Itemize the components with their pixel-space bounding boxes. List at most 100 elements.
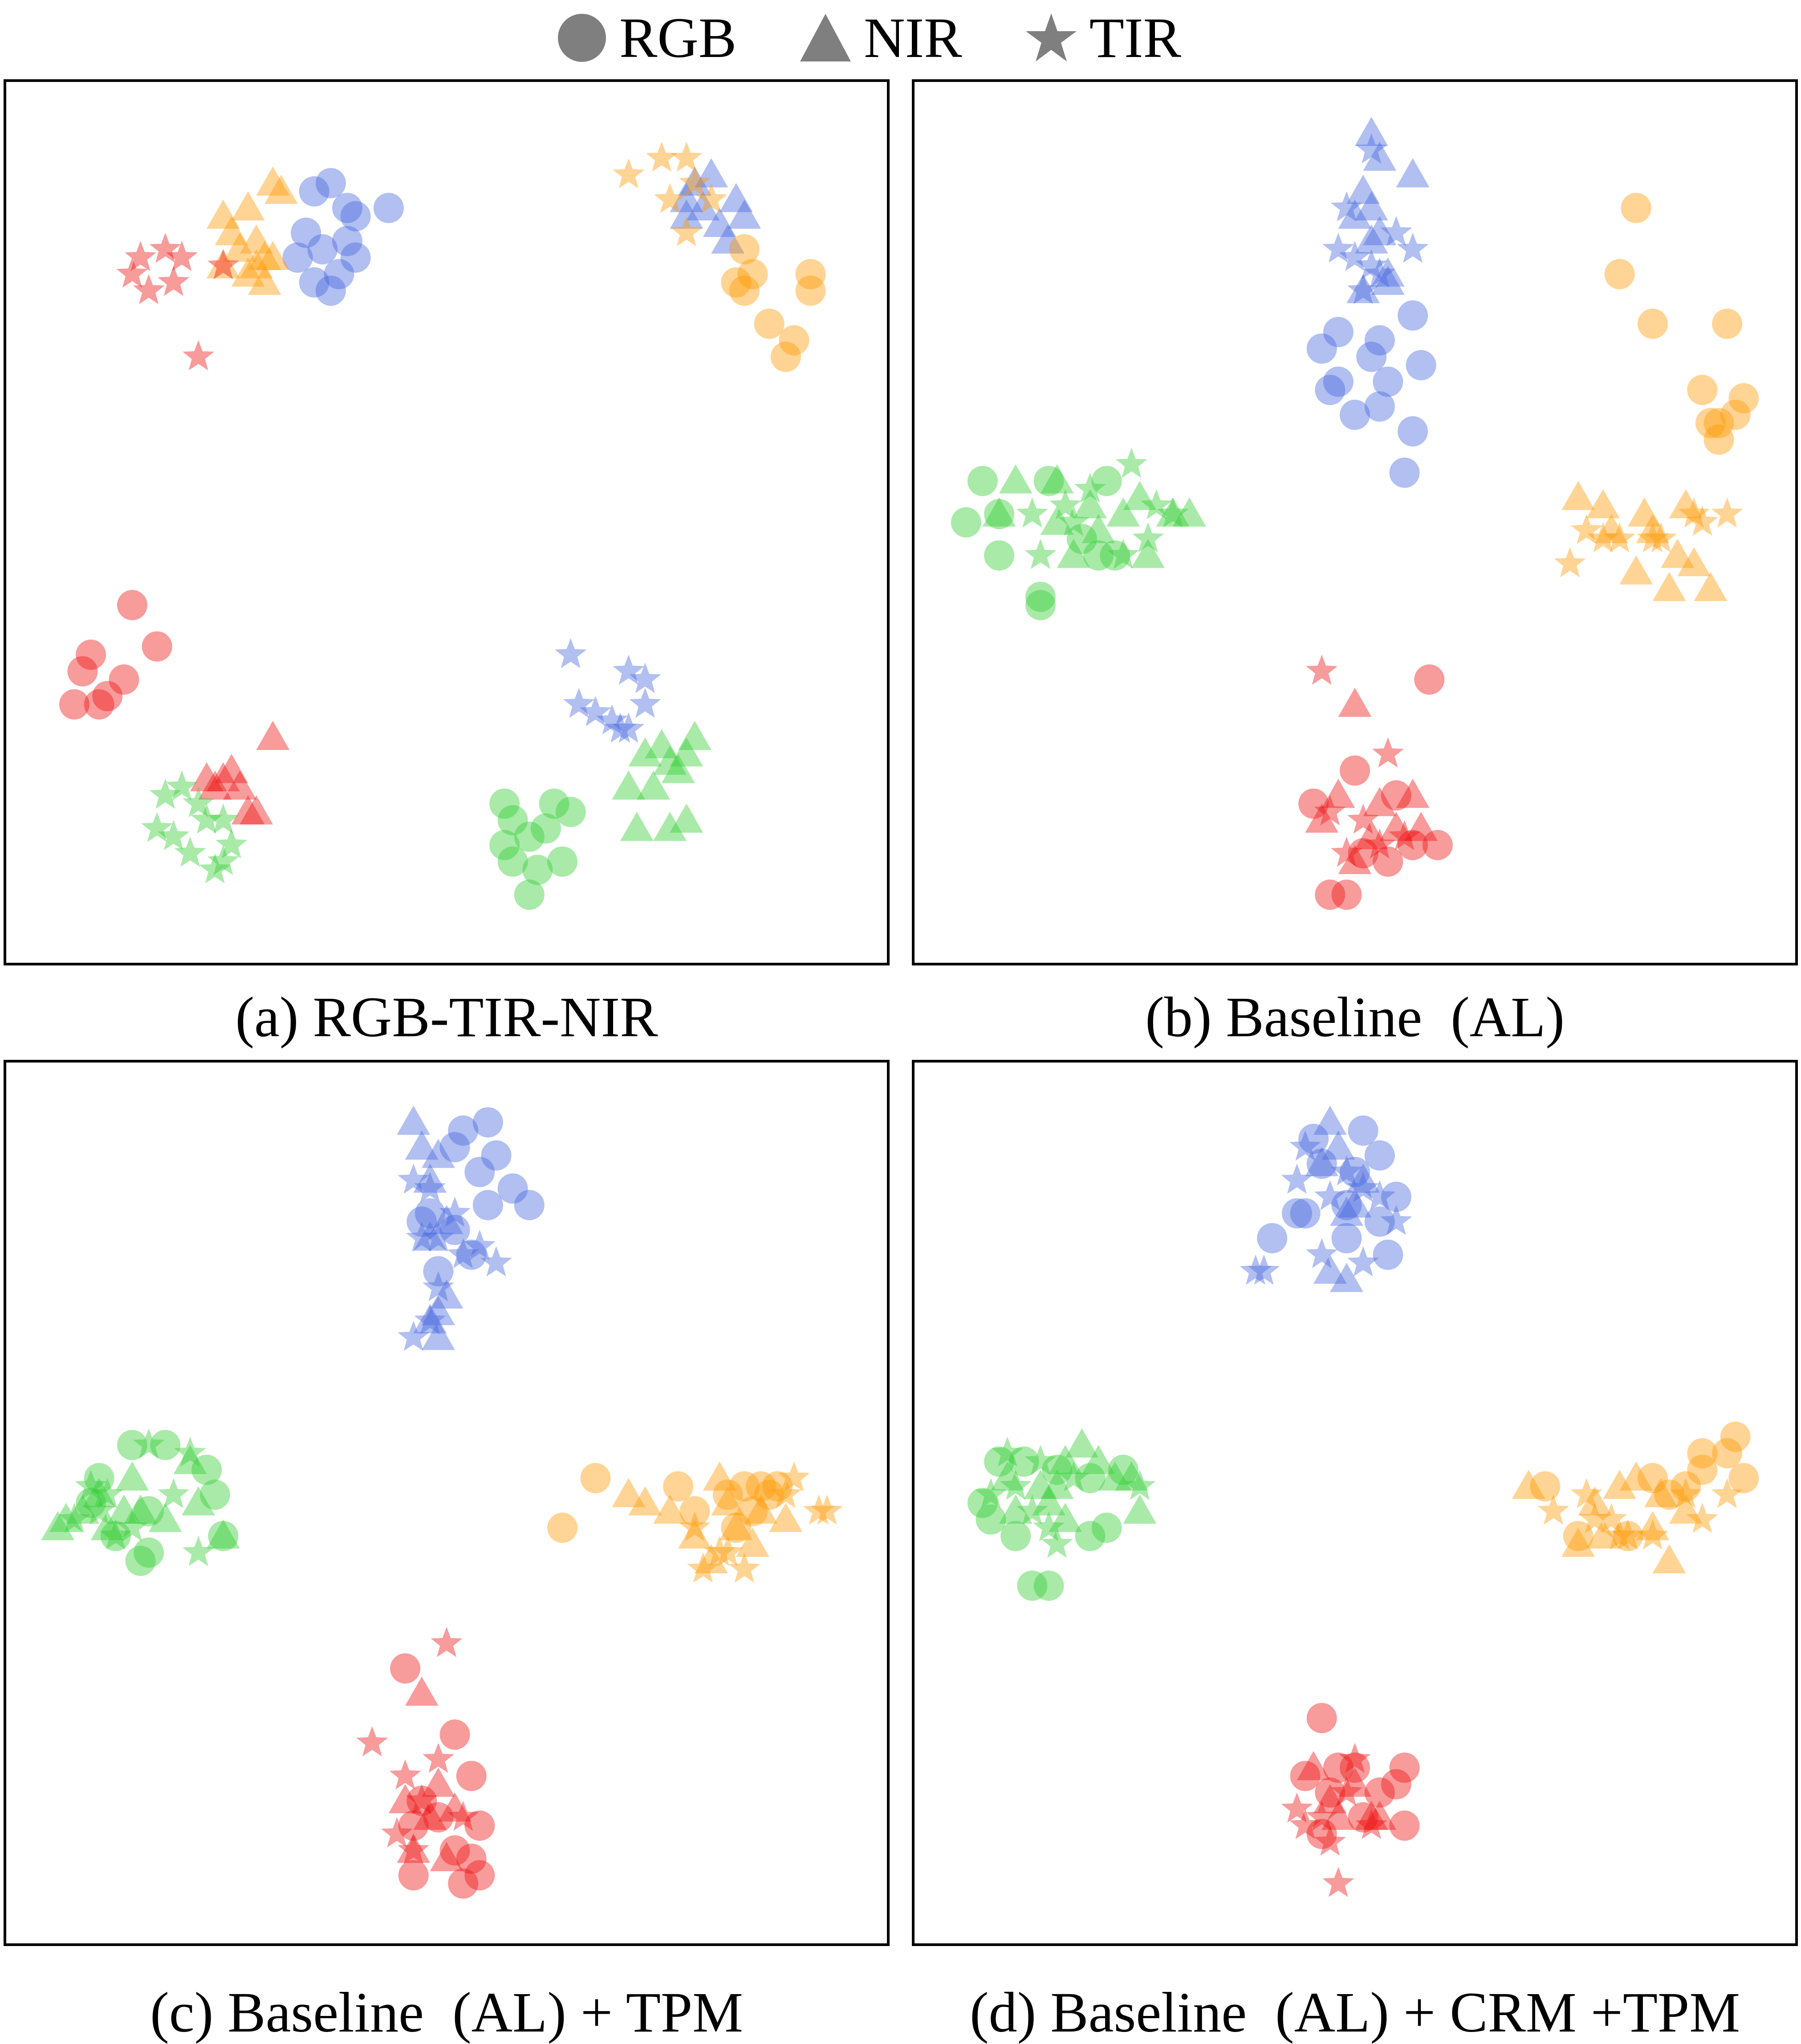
data-point-star-c1 bbox=[1711, 1478, 1743, 1508]
data-point-star-c2 bbox=[1364, 828, 1396, 859]
data-point-star-c2 bbox=[381, 1817, 413, 1848]
data-point-triangle-c1 bbox=[1669, 1494, 1703, 1524]
data-point-star-c1 bbox=[1612, 1519, 1644, 1550]
data-point-circle-c2 bbox=[1389, 1810, 1420, 1841]
data-point-circle-c1 bbox=[737, 259, 768, 289]
data-point-circle-c0 bbox=[1389, 457, 1420, 488]
data-point-star-c0 bbox=[613, 655, 645, 685]
data-point-circle-c1 bbox=[1720, 399, 1751, 430]
data-point-triangle-c3 bbox=[1156, 497, 1190, 527]
data-point-triangle-c0 bbox=[678, 166, 711, 196]
data-point-triangle-c3 bbox=[1024, 1470, 1057, 1499]
data-point-circle-c2 bbox=[398, 1810, 429, 1841]
data-point-triangle-c0 bbox=[405, 1130, 439, 1160]
data-point-circle-c1 bbox=[1613, 1521, 1643, 1551]
data-point-circle-c0 bbox=[1364, 391, 1395, 422]
data-point-star-c0 bbox=[447, 1238, 479, 1268]
data-point-triangle-c0 bbox=[413, 1304, 447, 1334]
data-point-circle-c0 bbox=[1340, 1156, 1370, 1187]
data-point-triangle-c1 bbox=[1619, 1461, 1653, 1491]
data-point-star-c2 bbox=[422, 1743, 454, 1773]
data-point-star-c0 bbox=[629, 663, 661, 693]
data-point-circle-c0 bbox=[1373, 1239, 1403, 1270]
data-point-star-c2 bbox=[431, 1627, 463, 1657]
data-point-triangle-c2 bbox=[206, 762, 240, 792]
data-point-star-c0 bbox=[604, 713, 636, 743]
data-point-triangle-c0 bbox=[1330, 1262, 1363, 1292]
data-point-star-c2 bbox=[1355, 1809, 1387, 1839]
data-point-star-c0 bbox=[1240, 1254, 1272, 1285]
data-point-star-c0 bbox=[596, 704, 628, 735]
data-point-star-c3 bbox=[133, 1428, 165, 1459]
circle-marker-icon bbox=[558, 13, 606, 62]
data-point-triangle-c3 bbox=[1065, 1428, 1099, 1458]
data-point-star-c1 bbox=[703, 1536, 736, 1566]
data-point-star-c2 bbox=[125, 241, 157, 271]
data-point-star-c1 bbox=[728, 1552, 760, 1583]
data-point-circle-c2 bbox=[464, 1860, 495, 1891]
data-point-triangle-c1 bbox=[206, 249, 240, 279]
data-point-star-c3 bbox=[1132, 522, 1164, 553]
data-point-triangle-c1 bbox=[1694, 572, 1728, 601]
data-point-circle-c3 bbox=[1108, 1454, 1138, 1485]
data-point-circle-c1 bbox=[1712, 309, 1743, 339]
data-point-triangle-c1 bbox=[1512, 1470, 1545, 1499]
data-point-circle-c1 bbox=[1703, 408, 1734, 439]
data-point-circle-c3 bbox=[539, 788, 569, 819]
data-point-triangle-c1 bbox=[231, 191, 265, 221]
data-point-circle-c0 bbox=[415, 1198, 445, 1229]
data-point-circle-c3 bbox=[547, 846, 578, 877]
scatter-panel-c bbox=[4, 1060, 890, 1946]
data-point-star-c2 bbox=[1281, 1792, 1313, 1823]
data-point-star-c3 bbox=[174, 1437, 206, 1467]
data-point-circle-c0 bbox=[1398, 416, 1428, 447]
data-point-triangle-c0 bbox=[413, 1163, 447, 1193]
data-point-circle-c0 bbox=[307, 234, 338, 265]
data-point-star-c1 bbox=[1579, 1502, 1611, 1533]
data-point-star-c1 bbox=[1670, 1478, 1702, 1508]
data-point-star-c0 bbox=[1330, 1155, 1362, 1186]
data-point-triangle-c3 bbox=[1106, 497, 1140, 527]
data-point-star-c1 bbox=[646, 142, 678, 172]
data-point-circle-c3 bbox=[1091, 466, 1122, 497]
data-point-star-c3 bbox=[1115, 448, 1147, 478]
data-point-triangle-c1 bbox=[1661, 538, 1695, 568]
data-point-star-c2 bbox=[1306, 655, 1338, 685]
data-point-triangle-c3 bbox=[124, 1494, 157, 1524]
data-point-triangle-c2 bbox=[223, 770, 256, 800]
data-point-circle-c1 bbox=[1687, 375, 1718, 405]
data-point-star-c0 bbox=[1281, 1164, 1313, 1194]
data-point-circle-c0 bbox=[1340, 399, 1370, 430]
data-point-circle-c3 bbox=[84, 1463, 114, 1494]
data-point-circle-c3 bbox=[1042, 1454, 1073, 1485]
data-point-circle-c3 bbox=[522, 855, 553, 885]
data-point-circle-c3 bbox=[967, 1488, 998, 1518]
data-point-triangle-c0 bbox=[430, 1205, 463, 1234]
data-point-star-c2 bbox=[1388, 820, 1420, 851]
data-point-star-c3 bbox=[1157, 497, 1189, 528]
data-point-circle-c1 bbox=[795, 275, 826, 306]
data-point-circle-c2 bbox=[142, 631, 172, 662]
data-point-circle-c2 bbox=[92, 681, 123, 712]
data-point-star-c3 bbox=[207, 845, 239, 875]
data-point-circle-c3 bbox=[489, 830, 520, 860]
data-point-star-c2 bbox=[447, 1800, 479, 1831]
data-point-circle-c3 bbox=[1033, 466, 1064, 497]
data-point-triangle-c3 bbox=[1040, 464, 1074, 494]
data-point-star-c3 bbox=[58, 1502, 90, 1533]
data-point-star-c1 bbox=[1711, 497, 1743, 528]
data-point-circle-c1 bbox=[1728, 383, 1759, 414]
data-point-star-c2 bbox=[389, 1759, 421, 1790]
data-point-circle-c1 bbox=[729, 275, 760, 306]
data-point-triangle-c3 bbox=[1081, 514, 1115, 543]
data-point-star-c0 bbox=[579, 696, 611, 726]
data-point-star-c0 bbox=[1347, 274, 1379, 304]
data-point-triangle-c0 bbox=[728, 200, 761, 229]
data-point-star-c0 bbox=[422, 1271, 454, 1302]
data-point-triangle-c2 bbox=[438, 1792, 472, 1822]
data-point-triangle-c2 bbox=[240, 795, 273, 825]
data-point-triangle-c3 bbox=[206, 1519, 240, 1549]
data-point-triangle-c1 bbox=[1627, 497, 1661, 527]
data-point-star-c1 bbox=[1686, 1502, 1718, 1533]
data-point-star-c0 bbox=[563, 688, 595, 718]
